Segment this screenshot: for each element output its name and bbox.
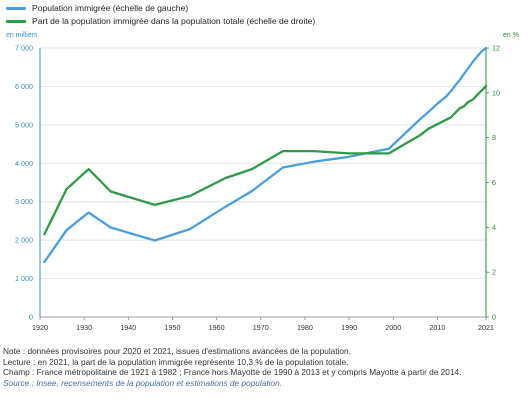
- legend-label-population: Population immigrée (échelle de gauche): [32, 3, 189, 13]
- left-tick-label: 6 000: [15, 82, 33, 91]
- x-tick-label: 1980: [297, 323, 313, 332]
- right-tick-label: 6: [492, 178, 496, 187]
- x-tick-label: 2000: [385, 323, 401, 332]
- series-line-share: [43, 84, 488, 236]
- series-line-population: [43, 46, 488, 264]
- right-tick-label: 12: [492, 44, 500, 53]
- legend-label-share: Part de la population immigrée dans la p…: [32, 16, 316, 26]
- x-tick-label: 1940: [120, 323, 136, 332]
- right-tick-label: 8: [492, 133, 496, 142]
- right-tick-label: 4: [492, 223, 496, 232]
- legend-item-share: Part de la population immigrée dans la p…: [6, 15, 315, 28]
- right-tick-label: 2: [492, 268, 496, 277]
- legend-swatch-share: [6, 20, 26, 23]
- left-tick-label: 5 000: [15, 120, 33, 129]
- champ-text: Champ : France métropolitaine de 1921 à …: [3, 367, 462, 378]
- left-tick-label: 3 000: [15, 197, 33, 206]
- x-tick-label: 1920: [32, 323, 48, 332]
- right-tick-label: 10: [492, 88, 500, 97]
- x-tick-label: 1950: [164, 323, 180, 332]
- x-tick-label: 2010: [429, 323, 445, 332]
- left-tick-label: 0: [29, 313, 33, 322]
- legend-swatch-population: [6, 7, 26, 10]
- x-tick-label: 1930: [76, 323, 92, 332]
- x-tick-label: 1970: [253, 323, 269, 332]
- x-tick-label: 2021: [478, 323, 494, 332]
- left-tick-label: 2 000: [15, 236, 33, 245]
- x-tick-label: 1960: [209, 323, 225, 332]
- right-tick-label: 0: [492, 313, 496, 322]
- left-tick-label: 4 000: [15, 159, 33, 168]
- left-tick-label: 7 000: [15, 44, 33, 53]
- source-text: Source : Insee, recensements de la popul…: [3, 377, 283, 388]
- legend-item-population: Population immigrée (échelle de gauche): [6, 2, 315, 15]
- chart-legend: Population immigrée (échelle de gauche) …: [6, 2, 315, 28]
- x-tick-label: 1990: [341, 323, 357, 332]
- lecture-text: Lecture : en 2021, la part de la populat…: [3, 356, 349, 367]
- note-text: Note : données provisoires pour 2020 et …: [3, 346, 351, 356]
- right-axis-unit: en %: [503, 32, 519, 39]
- chart-notes: Note : données provisoires pour 2020 et …: [3, 346, 529, 388]
- left-tick-label: 1 000: [15, 274, 33, 283]
- line-chart-plot: 0 1 000 2 000 3 000 4 000 5 000 6 000 7 000 0 2 4 6…: [15, 44, 500, 333]
- left-axis-unit: en milliers: [6, 32, 38, 39]
